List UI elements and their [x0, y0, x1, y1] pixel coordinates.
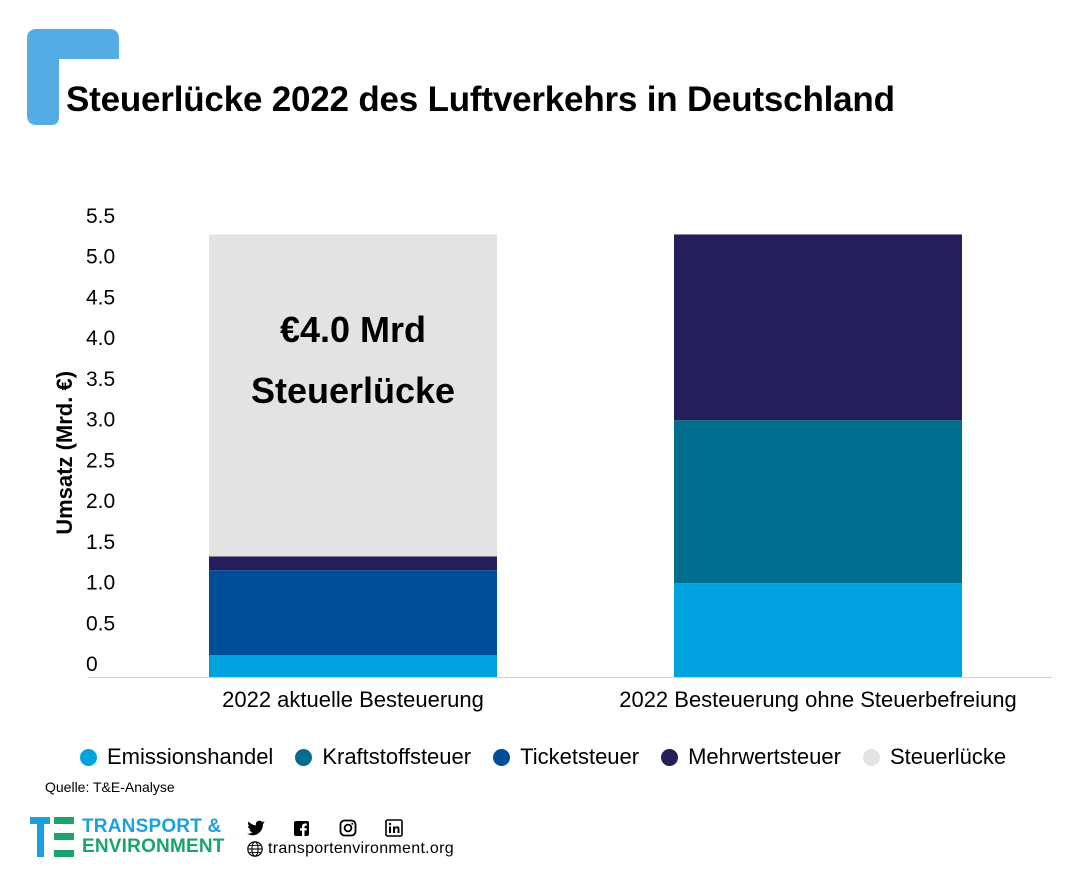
- legend-item: Mehrwertsteuer: [661, 744, 841, 770]
- legend-item: Ticketsteuer: [493, 744, 639, 770]
- y-tick-label: 4.5: [86, 286, 115, 309]
- y-tick-label: 0: [86, 653, 98, 676]
- linkedin-icon[interactable]: [384, 818, 404, 838]
- legend-swatch: [493, 748, 511, 766]
- legend-label: Steuerlücke: [889, 744, 1007, 769]
- facebook-icon[interactable]: [292, 818, 312, 838]
- bar-segment-emissionshandel: [209, 654, 497, 677]
- y-tick-label: 0.5: [86, 612, 115, 635]
- y-tick-label: 1.5: [86, 531, 115, 554]
- chart-title: Steuerlücke 2022 des Luftverkehrs in Deu…: [66, 80, 895, 119]
- x-category-label: 2022 Besteuerung ohne Steuerbefreiung: [619, 687, 1017, 712]
- source-note: Quelle: T&E-Analyse: [45, 779, 175, 795]
- website-text: transportenvironment.org: [268, 840, 454, 857]
- chart-legend: Emissionshandel Kraftstoffsteuer Ticketste…: [80, 742, 1006, 772]
- y-tick-label: 1.0: [86, 572, 115, 595]
- y-tick-label: 3.5: [86, 368, 115, 391]
- stacked-bar-chart: 0 0.5 1.0 1.5 2.0 2.5 3.0 3.5 4.0 4.5 5.0 5.5 Umsatz…: [52, 205, 1052, 712]
- legend-label: Mehrwertsteuer: [688, 744, 841, 769]
- bar-segment-mehrwertsteuer: [674, 234, 962, 421]
- y-tick-label: 3.0: [86, 409, 115, 432]
- bar-segment-ticketsteuer: [209, 570, 497, 655]
- website-link[interactable]: transportenvironment.org: [246, 840, 454, 858]
- y-tick-label: 5.5: [86, 205, 115, 228]
- legend-item: Kraftstoffsteuer: [295, 744, 471, 770]
- legend-swatch: [295, 748, 313, 766]
- y-tick-label: 2.5: [86, 449, 115, 472]
- social-links: [246, 818, 404, 838]
- legend-swatch: [661, 748, 679, 766]
- legend-swatch: [80, 748, 97, 766]
- legend-item: Steuerlücke: [862, 744, 1007, 770]
- twitter-icon[interactable]: [246, 818, 266, 838]
- y-tick-label: 5.0: [86, 246, 115, 269]
- annotation-amount: €4.0 Mrd: [280, 309, 426, 350]
- y-tick-label: 4.0: [86, 327, 115, 350]
- x-category-label: 2022 aktuelle Besteuerung: [222, 687, 484, 712]
- bar-segment-steuerlücke: [209, 234, 497, 557]
- instagram-icon[interactable]: [338, 818, 358, 838]
- bar-segment-kraftstoffsteuer: [674, 420, 962, 584]
- logo-line-transport: TRANSPORT &: [82, 816, 222, 837]
- legend-item: Emissionshandel: [80, 744, 273, 770]
- globe-icon: [247, 841, 263, 857]
- legend-label: Ticketsteuer: [520, 744, 640, 769]
- legend-swatch: [862, 748, 880, 766]
- legend-label: Kraftstoffsteuer: [322, 744, 472, 769]
- y-axis-label: Umsatz (Mrd. €): [52, 371, 77, 535]
- te-logo: TRANSPORT & ENVIRONMENT: [30, 817, 225, 857]
- te-logo-icon: [30, 817, 74, 857]
- annotation-label: Steuerlücke: [251, 370, 455, 411]
- y-tick-label: 2.0: [86, 490, 115, 513]
- bar-segment-mehrwertsteuer: [209, 556, 497, 571]
- legend-label: Emissionshandel: [107, 744, 274, 769]
- brand-corner-mark: [27, 29, 119, 125]
- logo-line-environment: ENVIRONMENT: [82, 836, 225, 857]
- bar-segment-emissionshandel: [674, 583, 962, 677]
